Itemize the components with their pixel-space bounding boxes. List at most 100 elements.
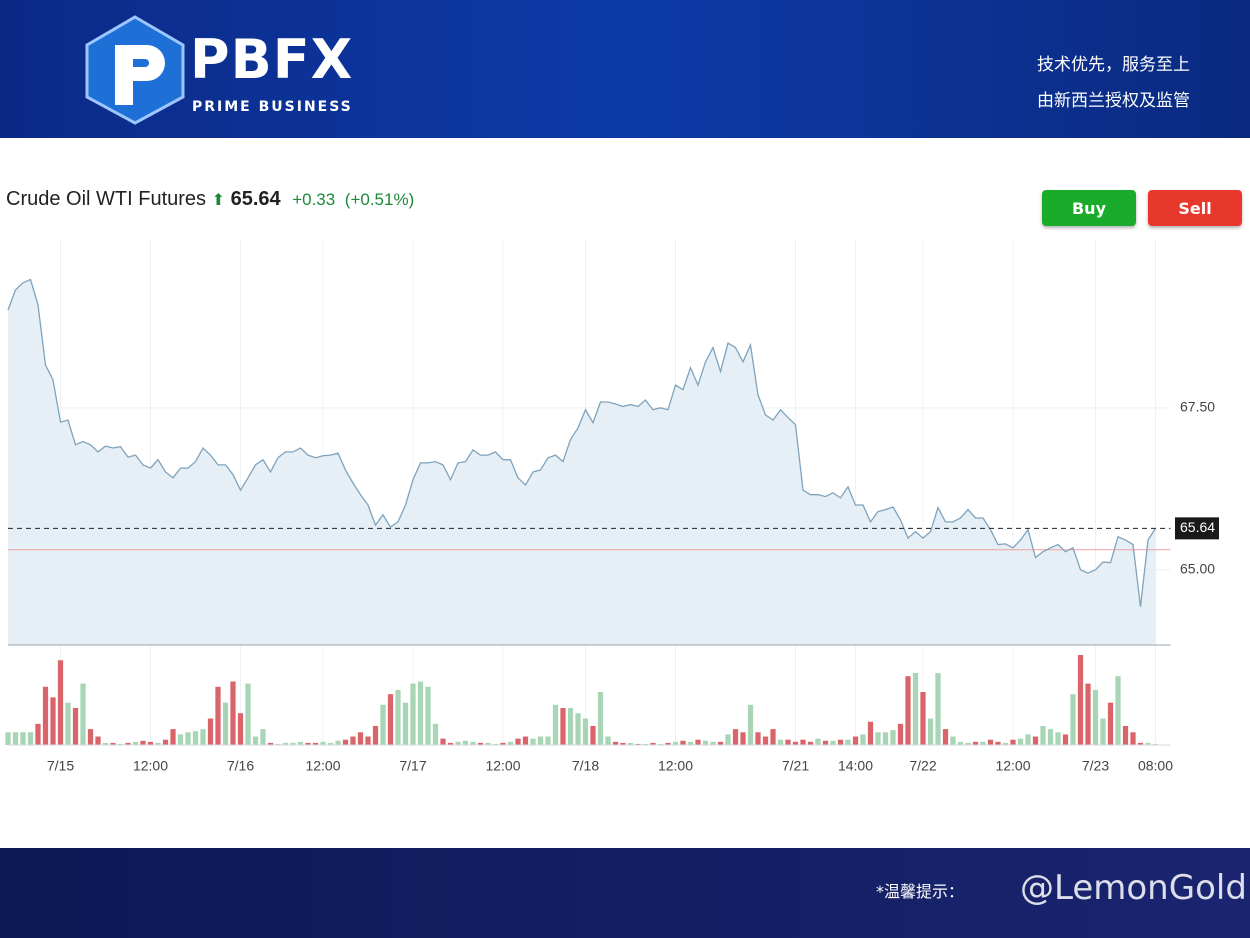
volume-bar	[320, 741, 326, 745]
volume-bar	[312, 742, 319, 745]
sell-button[interactable]: Sell	[1148, 190, 1242, 226]
volume-bar	[837, 739, 844, 745]
volume-bar	[845, 739, 851, 745]
volume-bar	[267, 742, 274, 745]
volume-bar	[147, 741, 154, 745]
volume-bar	[170, 729, 176, 745]
logo-text: PBFX	[190, 28, 354, 91]
volume-bar	[470, 741, 476, 745]
volume-bar	[110, 742, 116, 745]
volume-bar	[860, 734, 866, 745]
volume-bar	[680, 740, 686, 745]
volume-bar	[1040, 725, 1046, 745]
volume-bar	[950, 736, 956, 745]
last-price: 65.64	[230, 188, 281, 210]
volume-bar	[245, 683, 251, 745]
volume-bar	[237, 713, 244, 745]
instrument-bar: Crude Oil WTI Futures ⬆ 65.64 +0.33 (+0.…	[6, 188, 414, 211]
volume-bar	[1130, 732, 1136, 745]
buy-button[interactable]: Buy	[1042, 190, 1136, 226]
instrument-name: Crude Oil WTI Futures	[6, 188, 207, 210]
x-tick-label: 7/23	[1082, 758, 1109, 774]
volume-bar	[20, 732, 26, 745]
volume-bar	[650, 742, 656, 745]
x-tick-label: 7/15	[47, 758, 74, 774]
volume-bar	[507, 741, 514, 745]
volume-bar	[740, 732, 746, 745]
volume-bar	[957, 741, 964, 745]
volume-bar	[927, 718, 934, 745]
volume-bar	[657, 743, 664, 745]
volume-bar	[635, 743, 641, 745]
x-tick-label: 7/16	[227, 758, 254, 774]
volume-bar	[552, 704, 559, 745]
volume-bar	[42, 686, 49, 745]
volume-bar	[1070, 694, 1076, 745]
volume-bar	[897, 723, 904, 745]
volume-bar	[117, 743, 124, 745]
volume-bar	[417, 681, 424, 745]
volume-bar	[785, 739, 791, 745]
x-tick-label: 12:00	[485, 758, 520, 774]
volume-bar	[27, 732, 34, 745]
x-tick-label: 12:00	[658, 758, 693, 774]
volume-bar	[972, 741, 979, 745]
volume-bar	[1047, 729, 1054, 745]
volume-bar	[132, 741, 139, 745]
y-tick-label: 67.50	[1180, 399, 1215, 415]
volume-bar	[425, 686, 431, 745]
volume-bar	[387, 694, 394, 745]
header: PBFX PRIME BUSINESS 技术优先，服务至上 由新西兰授权及监管	[0, 0, 1250, 138]
volume-bar	[1010, 739, 1016, 745]
volume-bar	[305, 742, 311, 745]
y-tick-label: 65.00	[1180, 561, 1215, 577]
volume-bar	[1145, 742, 1151, 745]
volume-bar	[162, 739, 169, 745]
volume-bar	[687, 741, 694, 745]
volume-bar	[980, 741, 986, 745]
volume-bar	[395, 689, 401, 745]
volume-bar	[560, 707, 566, 745]
x-tick-label: 7/18	[572, 758, 599, 774]
volume-bar	[95, 736, 101, 745]
x-tick-label: 7/17	[399, 758, 426, 774]
volume-bar	[987, 739, 994, 745]
volume-bar	[965, 742, 971, 745]
volume-bar	[342, 739, 349, 745]
volume-bar	[440, 738, 446, 745]
last-price-label: 65.64	[1180, 519, 1215, 535]
volume-bar	[882, 732, 889, 745]
change-percent: (+0.51%)	[344, 190, 415, 209]
volume-bar	[995, 741, 1001, 745]
volume-bar	[702, 740, 709, 745]
volume-bar	[1100, 718, 1106, 745]
volume-bar	[1055, 732, 1061, 745]
last-price-tag	[1175, 517, 1219, 540]
volume-bar	[665, 742, 671, 745]
volume-bar	[1152, 743, 1159, 745]
volume-bar	[477, 742, 484, 745]
volume-bar	[867, 721, 874, 745]
volume-bar	[402, 702, 409, 745]
volume-bar	[350, 736, 356, 745]
area	[8, 279, 1156, 645]
volume-bar	[605, 736, 611, 745]
volume-bar	[492, 743, 499, 745]
volume-bar	[807, 741, 814, 745]
volume-bar	[762, 736, 769, 745]
x-tick-label: 08:00	[1138, 758, 1173, 774]
slogan: 技术优先，服务至上	[1037, 55, 1190, 75]
volume-bar	[155, 742, 161, 745]
notice: *温馨提示：	[876, 882, 965, 901]
volume-bar	[1002, 742, 1009, 745]
volume-bar	[432, 723, 439, 745]
volume-bar	[822, 740, 829, 745]
volume-bar	[380, 704, 386, 745]
volume-bar	[5, 732, 11, 745]
volume-bar	[1032, 736, 1039, 745]
volume-bar	[410, 683, 416, 745]
volume-bar	[125, 742, 131, 745]
volume-bar	[590, 725, 596, 745]
volume-bar	[830, 740, 836, 745]
volume-bar	[357, 732, 364, 745]
